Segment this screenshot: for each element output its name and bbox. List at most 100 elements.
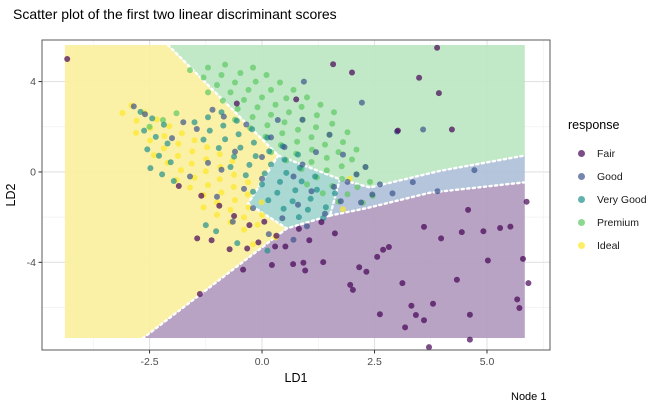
scatter-point: [320, 259, 327, 266]
x-axis-title: LD1: [285, 371, 308, 385]
scatter-point: [331, 190, 338, 197]
scatter-point: [178, 167, 184, 174]
scatter-point: [295, 126, 301, 133]
scatter-point: [241, 226, 247, 233]
legend-key-dot-icon: [578, 196, 585, 203]
scatter-point: [133, 129, 139, 136]
y-tick-label: 0: [30, 166, 36, 178]
scatter-point: [193, 126, 200, 132]
scatter-point: [380, 246, 387, 253]
scatter-point: [358, 99, 365, 106]
scatter-point: [313, 186, 320, 193]
scatter-point: [299, 161, 306, 168]
scatter-point: [520, 255, 526, 262]
scatter-point: [259, 94, 265, 101]
scatter-point: [237, 70, 244, 76]
scatter-point: [146, 123, 153, 130]
y-tick-label: -4: [27, 257, 36, 269]
scatter-point: [523, 198, 530, 205]
scatter-point: [318, 219, 325, 226]
legend-item-label: Very Good: [597, 193, 647, 206]
scatter-point: [205, 64, 211, 71]
scatter-point: [235, 131, 242, 138]
scatter-point: [290, 236, 297, 243]
scatter-point: [220, 113, 227, 120]
y-axis-title: LD2: [4, 183, 18, 206]
scatter-point: [216, 202, 223, 209]
scatter-point: [286, 109, 292, 116]
scatter-point: [205, 114, 211, 121]
scatter-point: [249, 126, 256, 133]
scatter-point: [430, 300, 436, 307]
scatter-point: [147, 137, 153, 144]
scatter-point: [144, 146, 151, 153]
scatter-point: [175, 183, 182, 189]
legend-key-dot-icon: [578, 219, 585, 226]
scatter-point: [216, 151, 223, 158]
scatter-point: [273, 232, 280, 239]
scatter-point: [353, 146, 360, 153]
scatter-point: [268, 161, 274, 168]
scatter-point: [322, 210, 328, 217]
scatter-point: [200, 74, 207, 81]
scatter-point: [304, 223, 310, 230]
scatter-point: [64, 56, 71, 62]
scatter-point: [313, 124, 319, 131]
scatter-point: [232, 197, 238, 203]
scatter-point: [231, 213, 238, 219]
scatter-point: [220, 122, 227, 129]
scatter-point: [250, 205, 256, 212]
scatter-point: [312, 173, 319, 180]
legend-rows: Fair Good Very Good Premium Ideal: [566, 142, 647, 257]
scatter-point: [252, 153, 259, 160]
scatter-point: [302, 267, 309, 274]
scatter-point: [245, 179, 252, 186]
scatter-point: [293, 96, 300, 103]
scatter-point: [156, 152, 162, 159]
scatter-point: [215, 145, 222, 151]
scatter-point: [319, 190, 326, 197]
scatter-point: [322, 204, 329, 211]
scatter-point: [340, 151, 346, 158]
scatter-point: [205, 89, 211, 96]
scatter-point: [178, 130, 185, 137]
scatter-point: [250, 241, 256, 248]
legend-key-dot-icon: [578, 242, 585, 249]
scatter-point: [335, 149, 342, 156]
scatter-point: [149, 115, 156, 122]
scatter-point: [214, 193, 220, 200]
scatter-point: [198, 192, 205, 199]
scatter-point: [317, 101, 324, 108]
scatter-point: [237, 144, 244, 151]
scatter-point: [226, 246, 233, 253]
scatter-point: [258, 199, 265, 206]
scatter-point: [233, 100, 240, 107]
scatter-point: [213, 228, 220, 235]
scatter-point: [266, 148, 273, 155]
scatter-point: [308, 134, 315, 141]
scatter-point: [268, 111, 274, 118]
scatter-point: [279, 130, 286, 137]
scatter-point: [250, 188, 256, 195]
scatter-point: [240, 266, 247, 273]
legend-item-label: Ideal: [597, 239, 620, 252]
scatter-point: [339, 176, 346, 182]
scatter-point: [295, 225, 302, 232]
scatter-point: [170, 178, 177, 184]
x-tick-label: 0.0: [255, 356, 270, 368]
scatter-point: [280, 205, 287, 212]
scatter-point: [353, 171, 360, 178]
panel-border: [41, 39, 551, 351]
scatter-point: [268, 134, 274, 141]
scatter-point: [166, 123, 173, 130]
scatter-point: [265, 231, 272, 238]
scatter-point: [187, 67, 193, 74]
scatter-point: [349, 69, 355, 76]
series-fair: [64, 44, 532, 350]
scatter-point: [153, 116, 160, 123]
scatter-point: [389, 190, 396, 197]
scatter-point: [218, 72, 225, 78]
scatter-points: [64, 44, 532, 350]
scatter-point: [295, 214, 302, 221]
scatter-point: [272, 243, 279, 250]
